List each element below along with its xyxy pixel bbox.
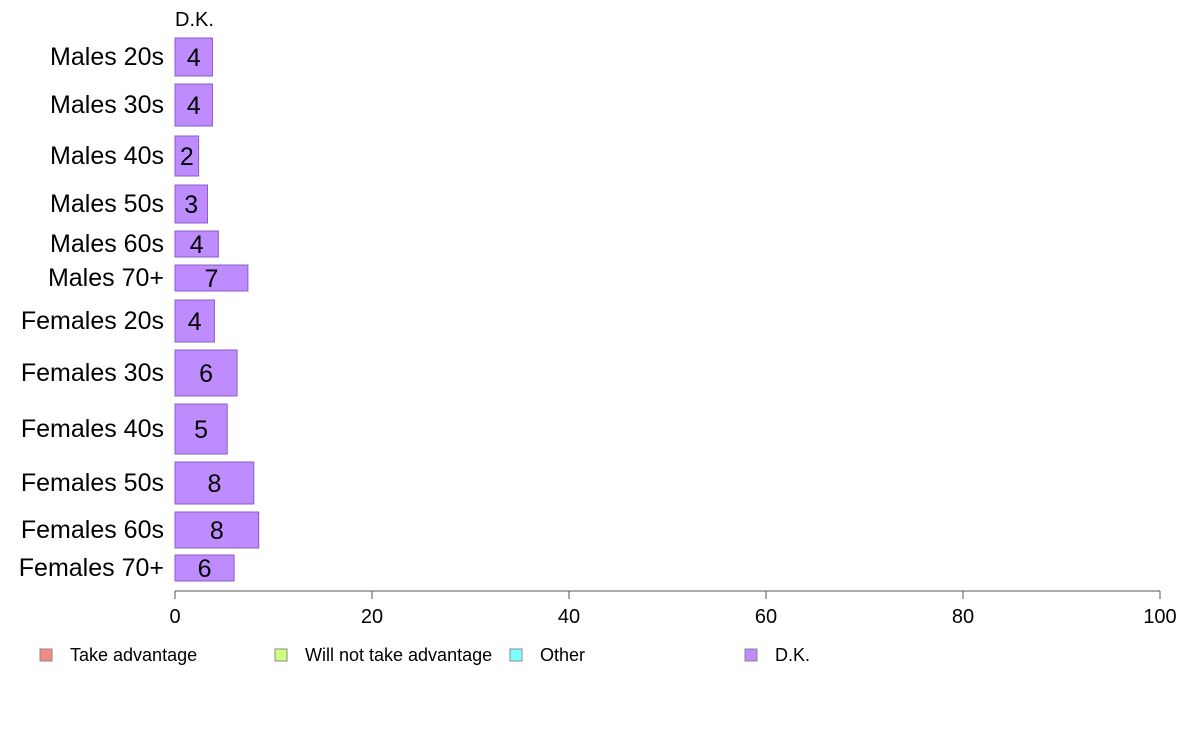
bar [174, 184, 209, 224]
bar [174, 461, 255, 505]
legend-swatch [509, 648, 523, 662]
x-tick-label: 40 [558, 606, 580, 628]
bar [174, 299, 215, 343]
x-tick-label: 20 [361, 606, 383, 628]
bar [174, 83, 213, 127]
legend-label: Take advantage [70, 645, 197, 665]
data-label: 4 [190, 231, 204, 259]
legend-swatch [39, 648, 53, 662]
data-label: 4 [187, 92, 201, 120]
y-tick-label: Males 70+ [48, 264, 164, 292]
y-tick-label: Females 30s [21, 359, 164, 387]
data-label: 8 [210, 517, 224, 545]
data-label: 5 [194, 416, 208, 444]
y-tick-label: Females 20s [21, 307, 164, 335]
y-tick-label: Males 50s [50, 190, 164, 218]
y-tick-label: Males 20s [50, 43, 164, 71]
y-tick-label: Males 30s [50, 91, 164, 119]
bar [174, 349, 238, 397]
legend-label: Other [540, 645, 585, 665]
bar [174, 230, 219, 258]
y-axis-labels: Males 20s Males 30s Males 40s Males 50s Male… [19, 43, 164, 582]
x-axis: 0 20 40 60 80 100 [169, 590, 1177, 628]
data-label: 7 [204, 265, 218, 293]
y-tick-label: Females 40s [21, 415, 164, 443]
data-label: 4 [188, 308, 202, 336]
bar [174, 511, 260, 549]
x-tick-label: 80 [952, 606, 974, 628]
data-label: 6 [199, 360, 213, 388]
y-tick-label: Females 60s [21, 516, 164, 544]
legend-swatch [744, 648, 758, 662]
bar [174, 264, 249, 292]
y-tick-label: Females 50s [21, 469, 164, 497]
bar [174, 554, 235, 582]
x-tick-label: 60 [755, 606, 777, 628]
series-title: D.K. [175, 9, 214, 31]
legend-label: D.K. [775, 645, 810, 665]
bar [174, 135, 200, 177]
bar [174, 37, 213, 77]
bar [174, 403, 228, 455]
y-tick-label: Females 70+ [19, 554, 164, 582]
data-label: 6 [198, 555, 212, 583]
data-label: 8 [207, 470, 221, 498]
y-tick-label: Males 40s [50, 142, 164, 170]
data-label: 3 [184, 191, 198, 219]
legend-label: Will not take advantage [305, 645, 492, 665]
legend-swatch [274, 648, 288, 662]
x-tick-label: 0 [169, 606, 180, 628]
y-tick-label: Males 60s [50, 230, 164, 258]
x-tick-label: 100 [1143, 606, 1176, 628]
legend: Take advantage Will not take advantage Oth… [39, 645, 810, 665]
data-label: 4 [187, 44, 201, 72]
data-label: 2 [180, 143, 194, 171]
